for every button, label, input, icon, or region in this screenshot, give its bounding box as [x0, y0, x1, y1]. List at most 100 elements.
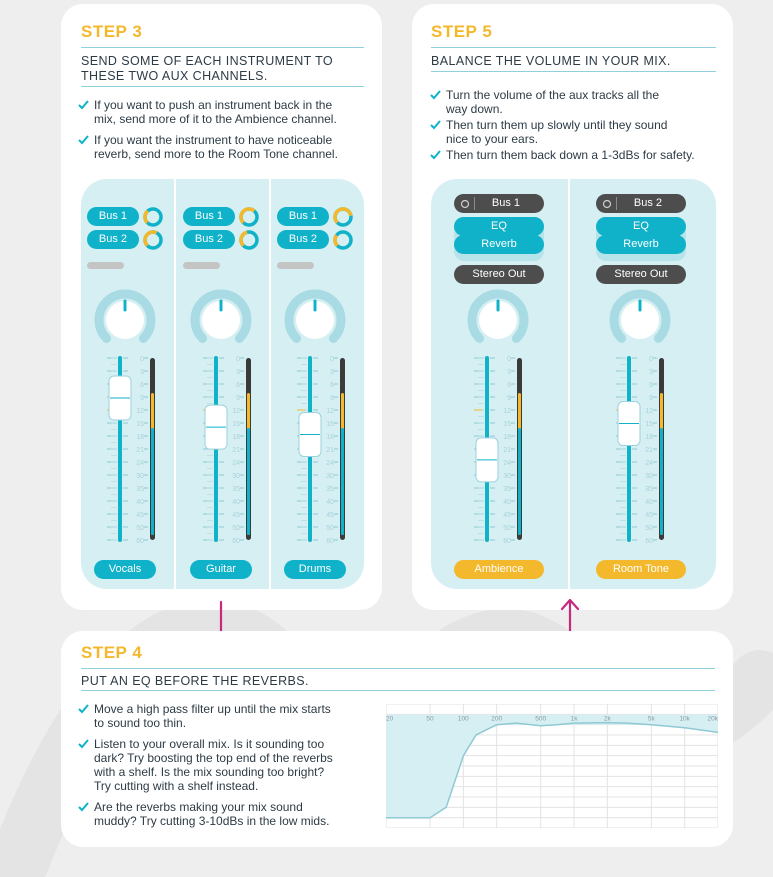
knob-ring — [284, 289, 346, 343]
channel-fader[interactable]: 0 3 6 9 12 15 18 21 24 30 35 40 45 50 60 — [199, 354, 259, 544]
knob-ring — [94, 289, 156, 343]
insert-eq-button[interactable]: EQ — [454, 217, 544, 236]
channel-fader[interactable]: 0 3 6 9 12 15 18 21 24 30 35 40 45 50 60 — [103, 354, 163, 544]
bus2-send-button[interactable]: Bus 2 — [183, 230, 235, 249]
x-tick-label: 20k — [708, 716, 718, 723]
send-level-arc — [239, 207, 256, 224]
fader-scale-label: 35 — [136, 486, 144, 493]
fader-scale-label: 45 — [645, 512, 653, 519]
send-level-knob[interactable] — [238, 229, 260, 251]
fader-scale-label: 15 — [645, 421, 653, 428]
bullet-line: Turn the volume of the aux tracks all th… — [446, 88, 659, 102]
input-bus-label: Bus 1 — [491, 197, 521, 209]
knob-cap — [106, 301, 144, 339]
fader-scale-label: 60 — [503, 538, 511, 544]
output-routing-button[interactable]: Stereo Out — [596, 265, 686, 284]
send-level-knob[interactable] — [238, 206, 260, 228]
bullet-line: Then turn them back down a 1-3dBs for sa… — [446, 148, 695, 162]
pan-knob[interactable] — [608, 288, 672, 352]
insert-reverb-button[interactable]: Reverb — [454, 235, 544, 254]
bus2-send-button[interactable]: Bus 2 — [277, 230, 329, 249]
fader-scale-label: 12 — [326, 408, 334, 415]
channel-fader[interactable]: 0 3 6 9 12 15 18 21 24 30 35 40 45 50 60 — [470, 354, 530, 544]
list-item: Are the reverbs making your mix sound mu… — [78, 800, 368, 828]
eq-curve-fill — [386, 722, 718, 818]
fader-scale-label: 15 — [503, 421, 511, 428]
fader-scale-label: 12 — [136, 408, 144, 415]
fader-scale-label: 12 — [232, 408, 240, 415]
channel-name-label[interactable]: Vocals — [94, 560, 156, 579]
fader-scale-label: 18 — [232, 434, 240, 441]
x-tick-label: 500 — [535, 716, 546, 723]
pan-knob[interactable] — [93, 288, 157, 352]
fader-scale-label: 24 — [136, 460, 144, 467]
step4-card: STEP 4 PUT AN EQ BEFORE THE REVERBS. Mov… — [61, 631, 733, 847]
pan-knob[interactable] — [283, 288, 347, 352]
bus1-send-button[interactable]: Bus 1 — [277, 207, 329, 226]
input-bus-button[interactable]: Bus 2 — [596, 194, 686, 213]
level-meter-fill-low — [341, 428, 344, 535]
knob-ring — [467, 289, 529, 343]
channel-fader[interactable]: 0 3 6 9 12 15 18 21 24 30 35 40 45 50 60 — [293, 354, 353, 544]
fader-scale-label: 35 — [232, 486, 240, 493]
knob-cap — [296, 301, 334, 339]
fader-scale-label: 3 — [140, 369, 144, 376]
fader-scale-label: 40 — [645, 499, 653, 506]
x-tick-label: 1k — [571, 716, 579, 723]
fader-scale-label: 18 — [503, 434, 511, 441]
list-item: Turn the volume of the aux tracks all th… — [430, 88, 730, 116]
step3-subtitle-line1: SEND SOME OF EACH INSTRUMENT TO — [81, 54, 334, 68]
aux-channel-name-label[interactable]: Ambience — [454, 560, 544, 579]
fader-scale-label: 0 — [140, 356, 144, 363]
pan-knob[interactable] — [189, 288, 253, 352]
fader-scale-label: 60 — [645, 538, 653, 544]
fader-scale-label: 6 — [236, 382, 240, 389]
insert-reverb-button[interactable]: Reverb — [596, 235, 686, 254]
channel-name-label[interactable]: Drums — [284, 560, 346, 579]
step5-card: STEP 5 BALANCE THE VOLUME IN YOUR MIX. T… — [412, 4, 733, 610]
output-routing-button[interactable]: Stereo Out — [454, 265, 544, 284]
send-level-knob[interactable] — [142, 206, 164, 228]
fader-scale-label: 50 — [326, 525, 334, 532]
fader-scale-label: 35 — [645, 486, 653, 493]
bus1-send-button[interactable]: Bus 1 — [87, 207, 139, 226]
fader-scale-label: 6 — [507, 382, 511, 389]
input-monitor-icon — [602, 199, 612, 208]
knob-cap — [202, 301, 240, 339]
check-icon — [78, 802, 89, 812]
fader-scale-label: 35 — [503, 486, 511, 493]
empty-insert-slot[interactable] — [183, 262, 220, 269]
fader-scale-label: 45 — [232, 512, 240, 519]
fader-scale-label: 50 — [136, 525, 144, 532]
eq-curve-chart: 20 50 100 200 500 1k 2k 5k 10k 20k — [386, 704, 718, 828]
bus1-send-button[interactable]: Bus 1 — [183, 207, 235, 226]
channel-fader[interactable]: 0 3 6 9 12 15 18 21 24 30 35 40 45 50 60 — [612, 354, 672, 544]
pan-knob[interactable] — [466, 288, 530, 352]
empty-insert-slot[interactable] — [277, 262, 314, 269]
channel-divider — [174, 179, 176, 589]
list-item: If you want the instrument to have notic… — [78, 133, 368, 161]
aux-channel-name-label[interactable]: Room Tone — [596, 560, 686, 579]
x-tick-label: 20 — [386, 716, 394, 723]
input-bus-button[interactable]: Bus 1 — [454, 194, 544, 213]
fader-scale-label: 21 — [645, 447, 653, 454]
bullet-line: Try cutting with a shelf instead. — [94, 779, 259, 793]
step3-subtitle-line2: THESE TWO AUX CHANNELS. — [81, 69, 268, 83]
channel-name-label[interactable]: Guitar — [190, 560, 252, 579]
insert-eq-button[interactable]: EQ — [596, 217, 686, 236]
knob-ring — [609, 289, 671, 343]
fader-scale-label: 40 — [326, 499, 334, 506]
bus2-send-button[interactable]: Bus 2 — [87, 230, 139, 249]
fader-scale-label: 15 — [232, 421, 240, 428]
eq-curve-line — [386, 721, 718, 819]
empty-insert-slot[interactable] — [87, 262, 124, 269]
fader-scale-label: 45 — [136, 512, 144, 519]
bullet-line: If you want the instrument to have notic… — [94, 133, 333, 147]
fader-scale-label: 0 — [330, 356, 334, 363]
knob-cap — [621, 301, 659, 339]
send-level-knob[interactable] — [142, 229, 164, 251]
send-level-knob[interactable] — [332, 206, 354, 228]
fader-scale-label: 30 — [136, 473, 144, 480]
send-level-arc — [333, 234, 339, 247]
send-level-knob[interactable] — [332, 229, 354, 251]
